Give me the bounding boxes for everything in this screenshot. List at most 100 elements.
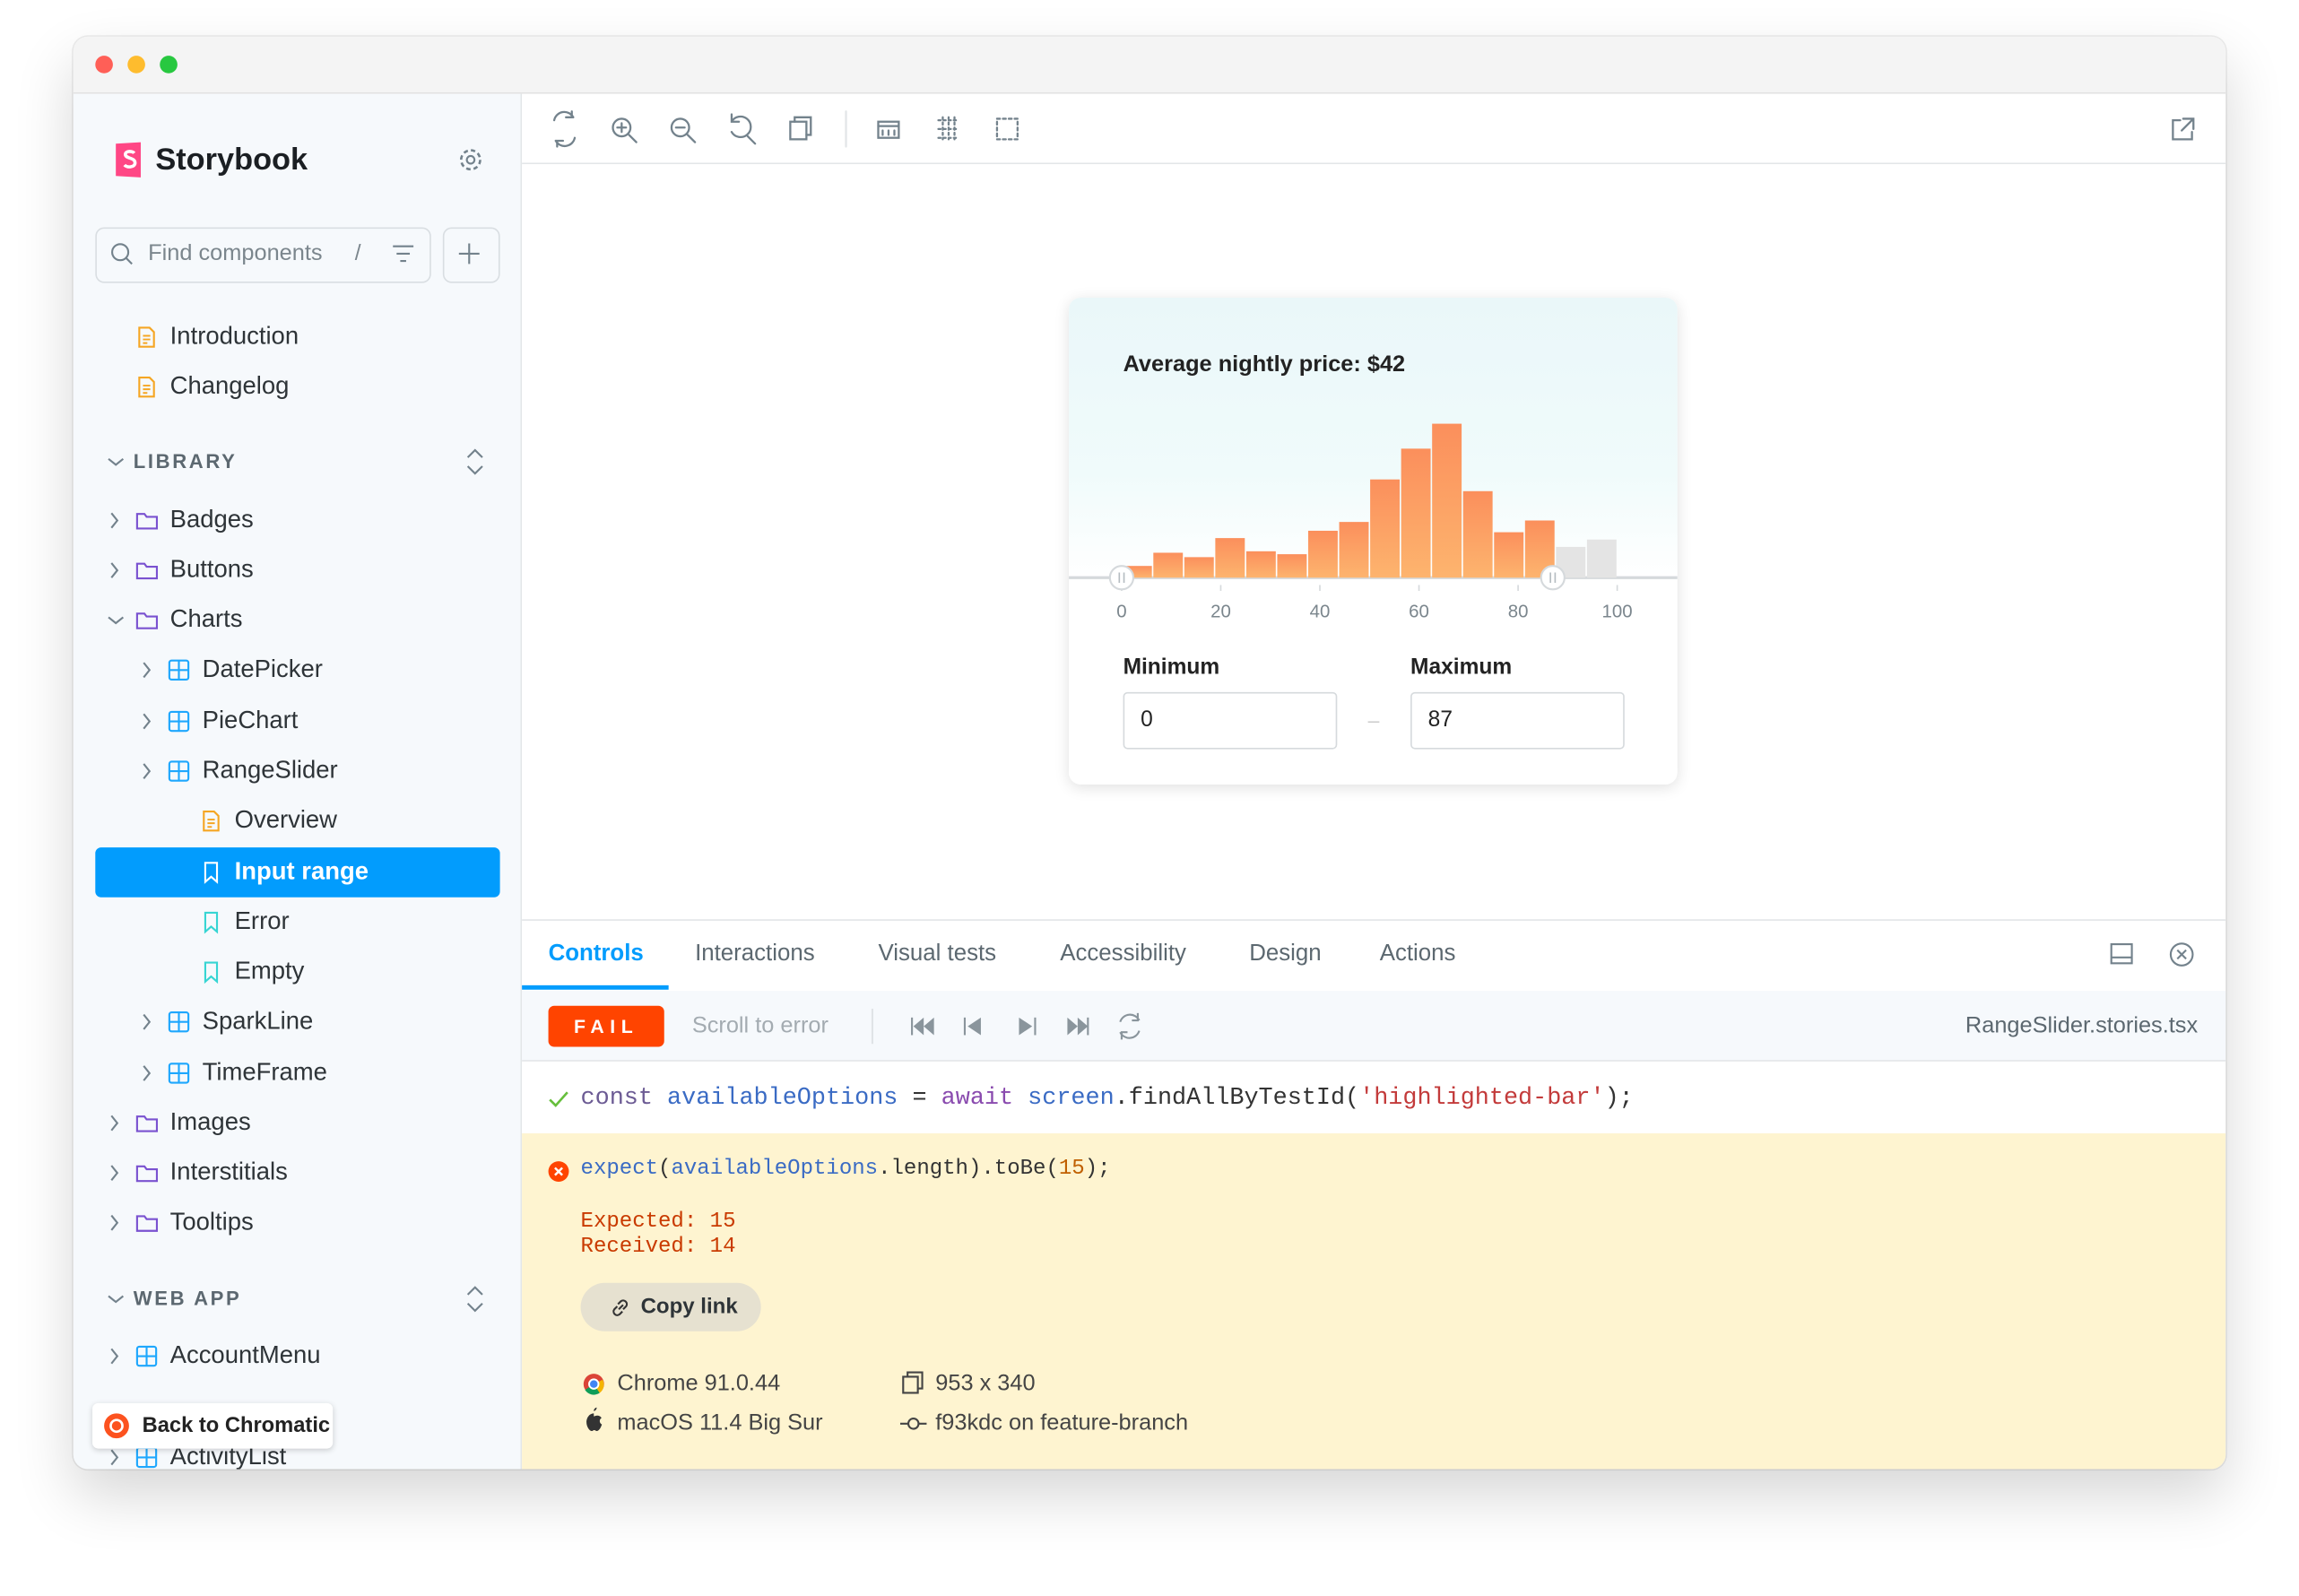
go-to-end[interactable] <box>1067 1017 1089 1036</box>
step-forward[interactable] <box>1019 1017 1037 1036</box>
scroll-to-error[interactable]: Scroll to error <box>691 1013 829 1039</box>
icon-part <box>135 1115 159 1132</box>
icon-part <box>204 961 219 984</box>
tree-item[interactable]: Empty <box>234 957 305 985</box>
tree-arrow[interactable] <box>104 508 127 532</box>
expand-all[interactable] <box>464 447 487 477</box>
tree-arrow[interactable] <box>104 1344 127 1367</box>
zoom-reset-icon[interactable] <box>730 113 757 145</box>
panel-tab[interactable]: Controls <box>548 941 644 967</box>
tree-item[interactable]: Error <box>234 906 290 935</box>
tree-item[interactable]: Interstitials <box>169 1158 288 1186</box>
copy-link-label[interactable]: Copy link <box>640 1295 738 1320</box>
tree-item[interactable]: TimeFrame <box>202 1057 327 1087</box>
tree-item[interactable]: Images <box>169 1107 251 1136</box>
tree-arrow[interactable] <box>136 759 160 783</box>
rerun[interactable] <box>1119 1012 1141 1040</box>
handle-grip <box>1118 572 1125 583</box>
icon-part <box>907 1371 924 1390</box>
minimize-button[interactable] <box>127 56 145 74</box>
panel-tab[interactable]: Visual tests <box>878 941 997 967</box>
icon-part <box>143 1013 152 1030</box>
browser: Chrome 91.0.44 <box>617 1371 781 1397</box>
panel-tab[interactable]: Design <box>1249 941 1322 967</box>
zoom-out-icon[interactable] <box>670 117 697 143</box>
panel-tab[interactable]: Actions <box>1379 941 1456 967</box>
step-back[interactable] <box>963 1017 981 1036</box>
tree-item[interactable]: RangeSlider <box>202 756 338 785</box>
background-icon[interactable] <box>789 116 812 141</box>
tree-item[interactable]: SparkLine <box>202 1006 314 1035</box>
expand-all[interactable] <box>464 1284 487 1314</box>
icon-part <box>135 1215 159 1232</box>
tree-arrow[interactable] <box>104 1445 127 1469</box>
icon-part <box>937 116 960 141</box>
icon-part <box>169 660 189 680</box>
input-value[interactable]: 0 <box>1141 707 1153 733</box>
window: Storybook Find components / Introduction Cha… <box>73 36 2226 1470</box>
section-toggle[interactable] <box>104 450 127 473</box>
panel-close-icon[interactable] <box>2169 942 2194 967</box>
open-new-tab-icon[interactable] <box>2172 117 2195 141</box>
panel-tab[interactable]: Accessibility <box>1060 941 1186 967</box>
tree-arrow[interactable] <box>136 1062 160 1085</box>
grid-icon[interactable] <box>937 116 960 141</box>
panel-tab[interactable]: Interactions <box>695 941 815 967</box>
tree-arrow[interactable] <box>104 559 127 582</box>
tree-item[interactable]: PieChart <box>202 706 299 734</box>
code-token: .findAllByTestId( <box>1114 1083 1360 1112</box>
tree-item[interactable]: DatePicker <box>202 655 323 683</box>
story-icon <box>199 910 222 934</box>
tree-item[interactable]: Introduction <box>169 322 299 351</box>
number-input[interactable] <box>1410 691 1625 750</box>
filter-icon[interactable] <box>392 242 415 265</box>
section-title[interactable]: WEB APP <box>133 1288 242 1310</box>
search-shortcut: / <box>354 240 361 266</box>
range-handle[interactable] <box>1108 565 1135 591</box>
tree-item[interactable]: Changelog <box>169 371 290 400</box>
settings-icon[interactable] <box>457 147 483 173</box>
icon-part <box>616 122 638 143</box>
range-handle[interactable] <box>1540 565 1566 591</box>
failed-step <box>522 1133 2226 1470</box>
add-button[interactable] <box>442 227 500 283</box>
icon-part <box>204 862 219 884</box>
bar <box>1462 490 1493 578</box>
pass-icon <box>549 1091 568 1107</box>
tree-item[interactable]: Input range <box>234 856 369 886</box>
section-toggle[interactable] <box>104 1288 127 1311</box>
back-link[interactable] <box>92 1402 334 1449</box>
tree-item[interactable]: Tooltips <box>169 1207 254 1236</box>
tree-arrow[interactable] <box>104 609 127 632</box>
icon-part <box>2172 117 2195 141</box>
tree-arrow[interactable] <box>136 709 160 733</box>
story-icon <box>199 861 222 884</box>
search-box[interactable] <box>95 227 431 283</box>
tree-item[interactable]: Charts <box>169 604 243 633</box>
go-to-start[interactable] <box>911 1017 934 1036</box>
zoom-in-icon[interactable] <box>612 117 638 143</box>
tree-item[interactable]: AccountMenu <box>169 1340 321 1369</box>
reload-icon[interactable] <box>552 110 577 148</box>
close-button[interactable] <box>95 56 113 74</box>
tree-item[interactable]: Badges <box>169 505 254 533</box>
back-link-label[interactable]: Back to Chromatic <box>142 1414 331 1438</box>
copy-link-button[interactable] <box>580 1282 761 1331</box>
tree-arrow[interactable] <box>136 1011 160 1034</box>
tree-arrow[interactable] <box>104 1111 127 1134</box>
tree-arrow[interactable] <box>104 1211 127 1235</box>
status-badge <box>548 1005 664 1047</box>
tree-item[interactable]: Overview <box>234 805 337 834</box>
viewport-icon[interactable] <box>877 120 900 139</box>
outline-icon[interactable] <box>995 117 1019 141</box>
tree-arrow[interactable] <box>136 658 160 681</box>
input-value[interactable]: 87 <box>1427 707 1453 733</box>
tree-item[interactable]: Buttons <box>169 555 254 584</box>
number-input[interactable] <box>1123 691 1338 750</box>
maximize-button[interactable] <box>160 56 178 74</box>
section-title[interactable]: LIBRARY <box>133 450 238 473</box>
doc-icon <box>134 325 158 349</box>
tree-arrow[interactable] <box>104 1161 127 1184</box>
panel-position-icon[interactable] <box>2110 943 2133 965</box>
